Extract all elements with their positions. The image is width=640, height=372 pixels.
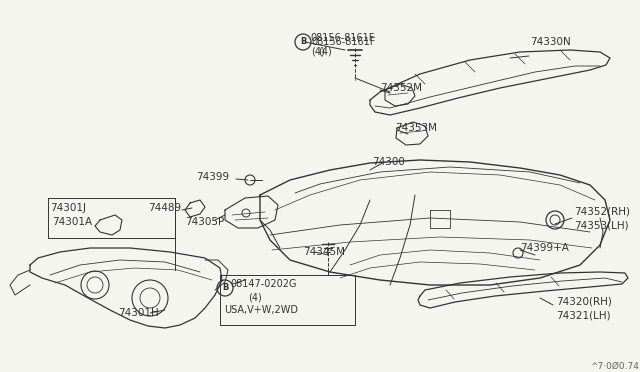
Text: 74489: 74489 bbox=[148, 203, 181, 213]
Text: ^7·0Ø0.74: ^7·0Ø0.74 bbox=[590, 362, 639, 371]
Text: 74353M: 74353M bbox=[395, 123, 437, 133]
Text: 74301J: 74301J bbox=[50, 203, 86, 213]
Text: (4): (4) bbox=[318, 47, 332, 57]
Text: B: B bbox=[300, 38, 306, 46]
Text: 74330N: 74330N bbox=[530, 37, 571, 47]
Text: B: B bbox=[222, 283, 228, 292]
Text: 74399: 74399 bbox=[196, 172, 229, 182]
Text: 74352M: 74352M bbox=[380, 83, 422, 93]
Text: 74399+A: 74399+A bbox=[520, 243, 569, 253]
Text: USA,V+W,2WD: USA,V+W,2WD bbox=[224, 305, 298, 315]
Text: 08156-8161F: 08156-8161F bbox=[311, 37, 376, 47]
Text: 08156-8161F: 08156-8161F bbox=[310, 33, 374, 43]
Text: 74352(RH): 74352(RH) bbox=[574, 207, 630, 217]
Text: 74301H: 74301H bbox=[118, 308, 159, 318]
Text: 74305P: 74305P bbox=[185, 217, 224, 227]
Text: 74353(LH): 74353(LH) bbox=[574, 220, 628, 230]
Text: 74320(RH): 74320(RH) bbox=[556, 297, 612, 307]
Text: 74300: 74300 bbox=[372, 157, 405, 167]
Text: (4): (4) bbox=[248, 292, 262, 302]
Text: (4): (4) bbox=[311, 47, 324, 57]
Text: 08147-0202G: 08147-0202G bbox=[230, 279, 296, 289]
Text: 74345M: 74345M bbox=[303, 247, 345, 257]
Text: 74301A: 74301A bbox=[52, 217, 92, 227]
Text: 74321(LH): 74321(LH) bbox=[556, 310, 611, 320]
